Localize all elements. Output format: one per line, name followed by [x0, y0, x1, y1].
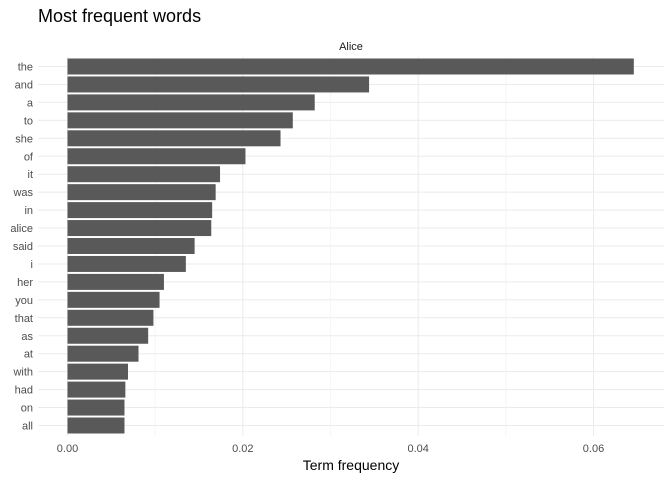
bar-she [67, 130, 281, 147]
y-tick-label: that [15, 313, 33, 325]
y-tick-label: at [24, 349, 33, 361]
bar-with [67, 363, 128, 380]
y-tick-label: was [12, 187, 33, 199]
bar-was [67, 184, 216, 201]
bar-i [67, 255, 186, 272]
y-tick-label: her [17, 277, 33, 289]
y-tick-label: you [15, 295, 33, 307]
bar-at [67, 345, 139, 362]
bar-you [67, 291, 160, 308]
bar-and [67, 76, 370, 93]
bar-had [67, 381, 126, 398]
facet-label: Alice [339, 41, 363, 53]
y-tick-label: in [24, 205, 33, 217]
x-tick-label: 0.00 [57, 443, 78, 455]
bars [67, 58, 634, 434]
x-tick-label: 0.02 [232, 443, 253, 455]
bar-a [67, 94, 315, 111]
y-tick-label: and [15, 79, 33, 91]
bar-the [67, 58, 634, 75]
bar-her [67, 273, 164, 290]
y-tick-label: all [22, 421, 33, 433]
bar-it [67, 166, 221, 183]
x-axis-labels: 0.00 0.02 0.04 0.06 [57, 443, 604, 455]
y-tick-label: the [18, 62, 33, 74]
bar-that [67, 309, 154, 326]
y-tick-label: i [31, 259, 33, 271]
x-tick-label: 0.04 [407, 443, 428, 455]
x-axis-title: Term frequency [303, 457, 399, 473]
y-tick-label: to [24, 115, 33, 127]
y-tick-label: with [12, 367, 33, 379]
y-tick-label: of [24, 151, 34, 163]
bar-alice [67, 220, 212, 237]
bar-in [67, 202, 213, 219]
bar-said [67, 238, 195, 254]
bar-all [67, 417, 125, 434]
bar-to [67, 112, 293, 129]
x-tick-label: 0.06 [583, 443, 604, 455]
chart-title: Most frequent words [38, 6, 201, 26]
y-tick-label: as [21, 331, 33, 343]
bar-on [67, 399, 125, 416]
y-tick-label: it [28, 169, 34, 181]
y-tick-label: alice [10, 223, 33, 235]
bar-as [67, 327, 149, 344]
bar-of [67, 148, 246, 165]
y-tick-label: said [13, 241, 33, 253]
y-tick-label: a [27, 97, 34, 109]
y-tick-label: on [21, 403, 33, 415]
y-axis-labels: the and a to she of it was in alice said i her you tha… [10, 62, 34, 433]
y-tick-label: had [15, 385, 33, 397]
y-tick-label: she [15, 133, 33, 145]
